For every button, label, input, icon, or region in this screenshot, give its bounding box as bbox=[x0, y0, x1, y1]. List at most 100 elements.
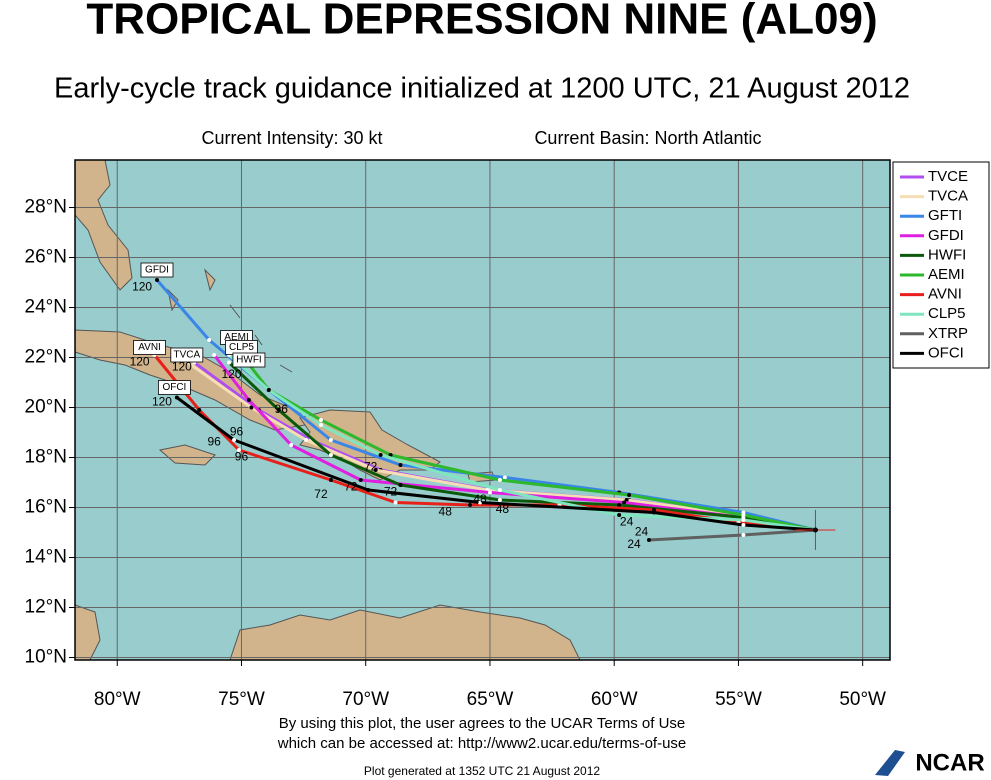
annotation-box bbox=[232, 352, 266, 368]
annotation: AVNI bbox=[138, 342, 161, 353]
legend-label: XTRP bbox=[928, 325, 968, 342]
annotation-box bbox=[140, 262, 174, 278]
track-point bbox=[174, 395, 179, 400]
annotation: 24 bbox=[620, 515, 634, 529]
x-tick-label: 50°W bbox=[839, 689, 886, 710]
y-tick-label: 18°N bbox=[25, 447, 67, 468]
y-tick-label: 16°N bbox=[25, 497, 67, 518]
track-point bbox=[328, 438, 333, 442]
south-america bbox=[229, 604, 581, 661]
track-point bbox=[328, 453, 333, 457]
plot-frame bbox=[74, 159, 891, 661]
annotation: 120 bbox=[132, 280, 152, 294]
annotation-box bbox=[133, 340, 166, 355]
y-tick-label: 22°N bbox=[25, 347, 67, 368]
track-point bbox=[497, 478, 502, 482]
legend-label: GFTI bbox=[928, 207, 962, 224]
track-point bbox=[398, 483, 403, 487]
track-point bbox=[646, 538, 651, 542]
annotation: 48 bbox=[473, 492, 487, 506]
track-point bbox=[624, 498, 629, 502]
tracks bbox=[152, 278, 836, 550]
track-point bbox=[373, 468, 378, 472]
annotation: OFCI bbox=[162, 382, 186, 393]
legend-label: TVCE bbox=[928, 168, 968, 185]
annotation: 96 bbox=[207, 435, 221, 449]
ocean bbox=[75, 160, 890, 660]
annotation: GFDI bbox=[145, 265, 169, 276]
x-tick-label: 75°W bbox=[218, 689, 265, 710]
legend-label: HWFI bbox=[928, 246, 966, 263]
annotation-box bbox=[170, 347, 204, 363]
track-point bbox=[289, 443, 294, 447]
legend-label: AVNI bbox=[928, 286, 962, 303]
track-point bbox=[741, 533, 746, 537]
legend-label: GFDI bbox=[928, 227, 964, 244]
track-point bbox=[622, 500, 627, 505]
x-tick-label: 65°W bbox=[467, 689, 514, 710]
y-tick-label: 20°N bbox=[25, 397, 67, 418]
track-point bbox=[227, 360, 232, 365]
annotation: CLP5 bbox=[229, 342, 254, 353]
track-point bbox=[328, 478, 333, 482]
annotation: 120 bbox=[172, 360, 192, 374]
y-tick-label: 24°N bbox=[25, 297, 67, 318]
annotation-box bbox=[157, 380, 191, 395]
track-point bbox=[378, 453, 383, 457]
logo: NCAR bbox=[915, 749, 984, 776]
annotation: TVCA bbox=[173, 350, 200, 361]
track-point bbox=[398, 463, 403, 467]
annotation: HWFI bbox=[236, 355, 262, 366]
y-tick-label: 28°N bbox=[25, 197, 67, 218]
y-tick-label: 14°N bbox=[25, 547, 67, 568]
track-point bbox=[154, 278, 159, 282]
y-tick-label: 26°N bbox=[25, 247, 67, 268]
terms-line-2: which can be accessed at: http://www2.uc… bbox=[277, 735, 687, 752]
annotation: 48 bbox=[439, 505, 453, 519]
annotation: 96 bbox=[235, 450, 249, 464]
bahamas bbox=[167, 268, 293, 373]
jamaica bbox=[158, 444, 216, 466]
track-point bbox=[304, 438, 309, 442]
subtitle: Early-cycle track guidance initialized a… bbox=[54, 73, 910, 105]
x-tick-label: 70°W bbox=[342, 689, 389, 710]
annotation: 72 bbox=[344, 480, 358, 494]
legend-label: TVCA bbox=[928, 188, 968, 205]
track-point bbox=[388, 453, 393, 457]
track-point bbox=[266, 388, 271, 392]
track-point bbox=[276, 408, 281, 412]
annotation: 120 bbox=[130, 355, 150, 369]
track-point bbox=[249, 405, 254, 410]
grid bbox=[75, 160, 890, 660]
annotation: AEMI bbox=[224, 332, 248, 343]
annotation: 120 bbox=[152, 395, 172, 409]
intensity: Current Intensity: 30 kt bbox=[201, 128, 382, 148]
track-point bbox=[212, 353, 217, 357]
track-point bbox=[358, 478, 363, 482]
track-point bbox=[651, 510, 656, 515]
track-line bbox=[228, 361, 816, 532]
current-position-dot bbox=[812, 527, 818, 533]
x-tick-label: 60°W bbox=[591, 689, 638, 710]
track-point bbox=[468, 503, 473, 507]
track-point bbox=[497, 498, 502, 502]
annotation: 72 bbox=[314, 487, 328, 501]
annotation: 72 bbox=[384, 485, 398, 499]
logo-mark bbox=[875, 750, 905, 776]
annotation: 72 bbox=[364, 460, 378, 474]
annotation: 48 bbox=[496, 502, 510, 516]
track-point bbox=[502, 475, 507, 480]
generated: Plot generated at 1352 UTC 21 August 201… bbox=[364, 764, 600, 778]
track-point bbox=[197, 408, 202, 412]
track-point bbox=[617, 503, 622, 507]
track-point bbox=[207, 338, 212, 342]
legend-label: CLP5 bbox=[928, 305, 966, 322]
track-point bbox=[236, 448, 241, 452]
track-point bbox=[393, 500, 398, 505]
track-point bbox=[318, 418, 323, 422]
track-point bbox=[741, 513, 746, 517]
x-tick-label: 55°W bbox=[715, 689, 762, 710]
